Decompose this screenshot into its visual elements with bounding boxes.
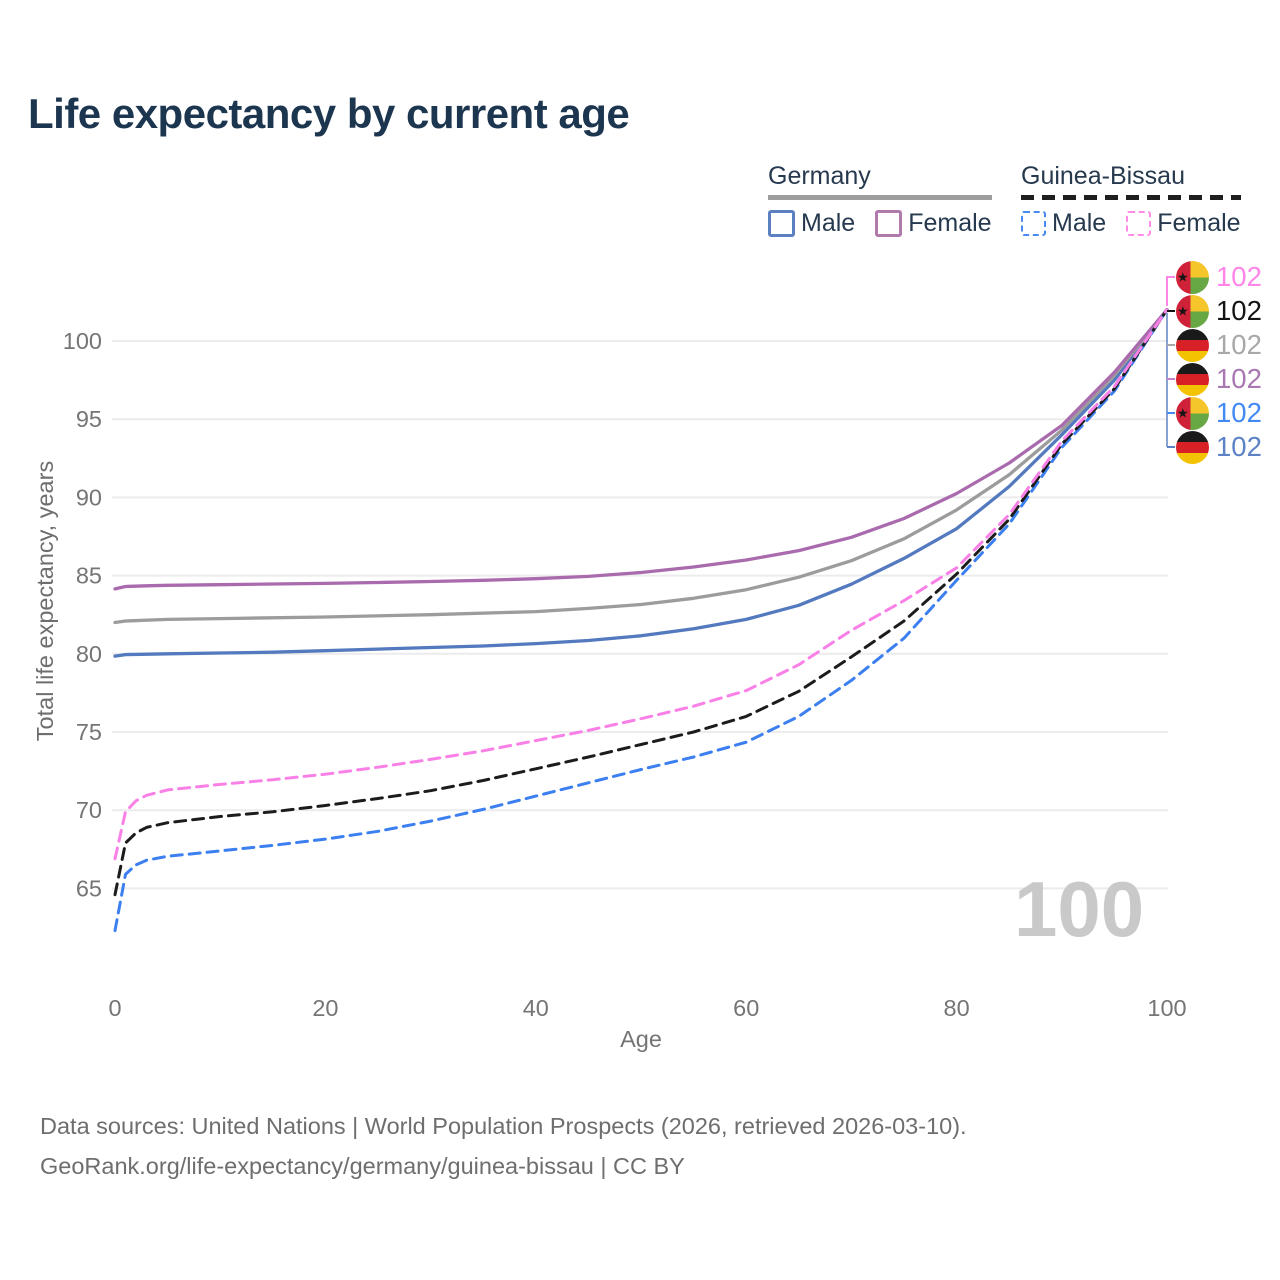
end-value: 102 — [1216, 397, 1262, 429]
legend-group-germany: Germany Male Female — [768, 162, 992, 238]
end-label-germany-female: 102 — [1176, 362, 1262, 396]
series-line-guinea-bissau-male[interactable] — [113, 308, 1169, 933]
flag-star-icon: ★ — [1177, 303, 1189, 319]
germany-flag-icon — [1176, 362, 1209, 396]
current-age-watermark: 100 — [1014, 865, 1145, 953]
end-label-guinea-bissau-male: ★ 102 — [1176, 396, 1262, 430]
guinea-bissau-flag-icon: ★ — [1176, 294, 1209, 328]
legend-item-germany-male[interactable]: Male — [768, 209, 855, 238]
germany-male-swatch-icon — [768, 209, 795, 237]
guinea-bissau-female-swatch-icon — [1126, 210, 1152, 236]
footer: Data sources: United Nations | World Pop… — [40, 1106, 967, 1186]
legend-group-guinea-bissau: Guinea-Bissau Male Female — [1021, 162, 1241, 238]
germany-flag-icon — [1176, 328, 1209, 362]
page-title: Life expectancy by current age — [28, 90, 630, 137]
y-axis-title: Total life expectancy, years — [32, 460, 58, 742]
germany-solid-line-swatch — [768, 194, 992, 200]
series-line-guinea-bissau-female[interactable] — [113, 308, 1169, 861]
legend-item-label: Female — [1157, 208, 1241, 237]
legend-country-germany[interactable]: Germany — [768, 162, 871, 190]
germany-flag-icon — [1176, 430, 1209, 464]
end-label-germany-male: 102 — [1176, 430, 1262, 464]
y-tick-label: 65 — [76, 875, 102, 901]
x-tick-label: 40 — [523, 995, 549, 1021]
y-tick-label: 80 — [76, 641, 102, 667]
legend-item-guinea-bissau-male[interactable]: Male — [1021, 209, 1106, 238]
legend-country-guinea-bissau[interactable]: Guinea-Bissau — [1021, 162, 1185, 190]
end-label-guinea-bissau-both-sexes: ★ 102 — [1176, 294, 1262, 328]
end-value: 102 — [1216, 431, 1262, 463]
attribution-line: GeoRank.org/life-expectancy/germany/guin… — [40, 1153, 685, 1179]
x-tick-label: 80 — [944, 995, 970, 1021]
guinea-bissau-male-swatch-icon — [1021, 210, 1046, 236]
series-line-germany-male[interactable] — [113, 308, 1169, 658]
y-tick-label: 100 — [63, 328, 102, 354]
series-line-germany-female[interactable] — [113, 308, 1169, 591]
x-tick-label: 0 — [108, 995, 121, 1021]
end-label-germany-both-sexes: 102 — [1176, 328, 1262, 362]
y-tick-label: 95 — [76, 406, 102, 432]
end-label-guinea-bissau-female: ★ 102 — [1176, 260, 1262, 294]
data-sources-line: Data sources: United Nations | World Pop… — [40, 1113, 967, 1139]
y-tick-label: 85 — [76, 563, 102, 589]
leader-line — [1166, 276, 1175, 306]
y-tick-label: 70 — [76, 797, 102, 823]
x-tick-label: 20 — [312, 995, 338, 1021]
legend-item-label: Male — [801, 208, 856, 237]
guinea-bissau-flag-icon: ★ — [1176, 260, 1209, 294]
x-axis-title: Age — [620, 1026, 662, 1052]
end-value: 102 — [1216, 295, 1262, 327]
end-value: 102 — [1216, 363, 1262, 395]
germany-female-swatch-icon — [875, 209, 903, 237]
legend-item-label: Male — [1052, 208, 1107, 237]
x-tick-label: 60 — [733, 995, 759, 1021]
end-value: 102 — [1216, 261, 1262, 293]
legend-item-guinea-bissau-female[interactable]: Female — [1126, 208, 1241, 238]
y-tick-label: 90 — [76, 484, 102, 510]
legend-item-label: Female — [908, 208, 992, 237]
end-value: 102 — [1216, 329, 1262, 361]
x-tick-label: 100 — [1147, 995, 1186, 1021]
guinea-bissau-dashed-line-swatch — [1021, 194, 1241, 200]
guinea-bissau-flag-icon: ★ — [1176, 396, 1209, 430]
series-line-germany-both-sexes[interactable] — [113, 308, 1169, 625]
flag-star-icon: ★ — [1177, 405, 1189, 421]
legend-item-germany-female[interactable]: Female — [875, 208, 992, 238]
y-tick-label: 75 — [76, 719, 102, 745]
series-line-guinea-bissau-both-sexes[interactable] — [113, 308, 1169, 897]
flag-star-icon: ★ — [1177, 269, 1189, 285]
